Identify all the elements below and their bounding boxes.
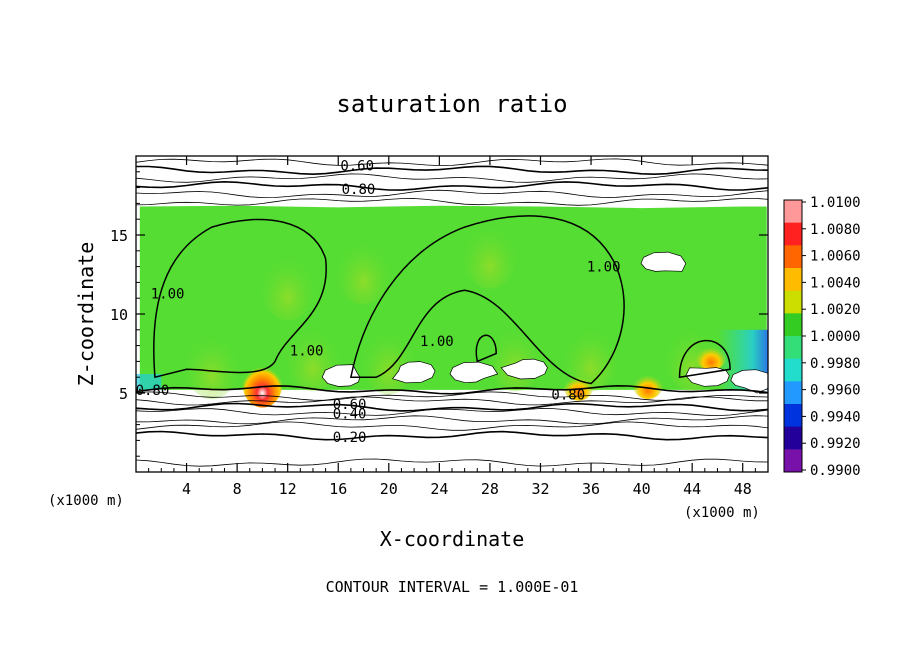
contour-labels: 0.600.801.001.001.001.000.800.800.600.40…	[136, 158, 621, 446]
contour-line	[136, 165, 768, 176]
contour-line-1-00	[153, 218, 327, 379]
contour-label: 1.00	[420, 334, 454, 350]
contour-line	[136, 421, 768, 431]
colorbar-label: 1.0000	[810, 329, 861, 345]
colorbar-swatch	[784, 404, 802, 428]
contour-line	[136, 158, 768, 167]
contour-line	[136, 430, 768, 441]
contour-line	[136, 458, 768, 467]
contour-line	[136, 396, 768, 406]
subsaturated-patch-3	[500, 358, 548, 380]
colorbar-label: 1.0060	[810, 249, 861, 265]
x-tick-label: 28	[481, 480, 499, 498]
subsaturated-patch-2	[449, 361, 499, 384]
colorbar-swatch	[784, 358, 802, 382]
x-tick-label: 44	[683, 480, 701, 498]
x-axis-label: X-coordinate	[380, 527, 525, 551]
x-unit-label-right: (x1000 m)	[684, 505, 760, 521]
field-glow	[461, 212, 518, 289]
y-axis: 5 10 15	[110, 171, 768, 457]
contour-label: 1.00	[151, 286, 185, 302]
x-tick-label: 24	[430, 480, 448, 498]
contour-label: 1.00	[587, 260, 621, 276]
field-glow	[335, 228, 392, 305]
edge-subsaturation-left	[136, 374, 162, 390]
hotspot-2	[696, 342, 727, 371]
subsaturated-patch-4	[640, 251, 687, 272]
plot-area: 0.600.801.001.001.001.000.800.800.600.40…	[110, 155, 769, 498]
colorbar-label: 1.0040	[810, 275, 861, 291]
x-tick-label: 16	[329, 480, 347, 498]
colorbar-swatch	[784, 381, 802, 405]
x-unit-label-left: (x1000 m)	[48, 493, 124, 509]
colorbar-swatch	[784, 290, 802, 314]
contour-line-1-00	[475, 334, 497, 363]
field-glow	[259, 244, 316, 321]
colorbar-label: 1.0020	[810, 302, 861, 318]
contour-line	[136, 415, 768, 425]
contour-line	[136, 198, 768, 206]
colorbar-label: 0.9940	[810, 409, 861, 425]
x-tick-label: 8	[233, 480, 242, 498]
saturation-field	[136, 205, 768, 408]
contour-line	[136, 384, 768, 395]
colorbar-label: 1.0100	[810, 195, 861, 211]
x-tick-label: 32	[531, 480, 549, 498]
x-tick-label: 48	[734, 480, 752, 498]
colorbar-label: 1.0080	[810, 222, 861, 238]
y-tick-label: 15	[110, 227, 128, 245]
contour-line	[136, 180, 768, 191]
contour-line	[136, 391, 768, 401]
y-axis-label: Z-coordinate	[74, 242, 98, 387]
colorbar-swatch	[784, 426, 802, 450]
field-glow	[360, 318, 417, 395]
contour-lines	[136, 158, 768, 467]
colorbar-label: 0.9920	[810, 436, 861, 452]
colorbar-swatch	[784, 200, 802, 224]
x-tick-label: 20	[380, 480, 398, 498]
colorbar-swatch	[784, 449, 802, 473]
subsaturated-patch-0	[321, 364, 361, 387]
colorbar-label: 0.9900	[810, 463, 861, 479]
contour-label: 0.60	[333, 397, 367, 413]
contour-line	[136, 173, 768, 183]
contour-label: 0.20	[333, 430, 367, 446]
contour-label: 0.40	[333, 407, 367, 423]
colorbar-swatch	[784, 268, 802, 292]
contour-label: 0.60	[340, 158, 374, 174]
contour-label: 0.80	[342, 182, 376, 198]
x-tick-label: 12	[279, 480, 297, 498]
colorbar-swatch	[784, 222, 802, 246]
x-tick-label: 36	[582, 480, 600, 498]
contour-label: 0.80	[136, 383, 170, 399]
colorbar: 1.0100 1.0080 1.0060 1.0040 1.0020 1.0000 0.99…	[783, 195, 861, 479]
contour-line	[136, 408, 768, 417]
y-tick-label: 5	[119, 385, 128, 403]
contour-line-1-00	[678, 339, 731, 379]
x-tick-label: 40	[633, 480, 651, 498]
field-glow	[563, 315, 620, 392]
contour-line-1-00	[349, 215, 625, 385]
contour-line	[136, 189, 768, 199]
contour-label: 1.00	[290, 343, 324, 359]
x-axis: 4 8 12 16 20 24 28 32 36 40 44 48	[148, 156, 756, 498]
hotspot-3	[563, 372, 594, 401]
subsaturated-patch-1	[392, 361, 436, 384]
contour-interval-note: CONTOUR INTERVAL = 1.000E-01	[326, 578, 579, 596]
x-tick-label: 4	[182, 480, 191, 498]
colorbar-label: 0.9980	[810, 356, 861, 372]
y-tick-label: 10	[110, 306, 128, 324]
colorbar-swatch	[784, 336, 802, 360]
contour-label: 0.80	[551, 388, 585, 404]
chart-title: saturation ratio	[336, 90, 567, 118]
colorbar-swatch	[784, 245, 802, 269]
colorbar-swatch	[784, 313, 802, 337]
contour-line	[136, 402, 768, 412]
hotspot-1	[632, 371, 663, 400]
hotspot-0	[242, 359, 283, 408]
colorbar-label: 0.9960	[810, 383, 861, 399]
field-glow	[183, 323, 240, 400]
